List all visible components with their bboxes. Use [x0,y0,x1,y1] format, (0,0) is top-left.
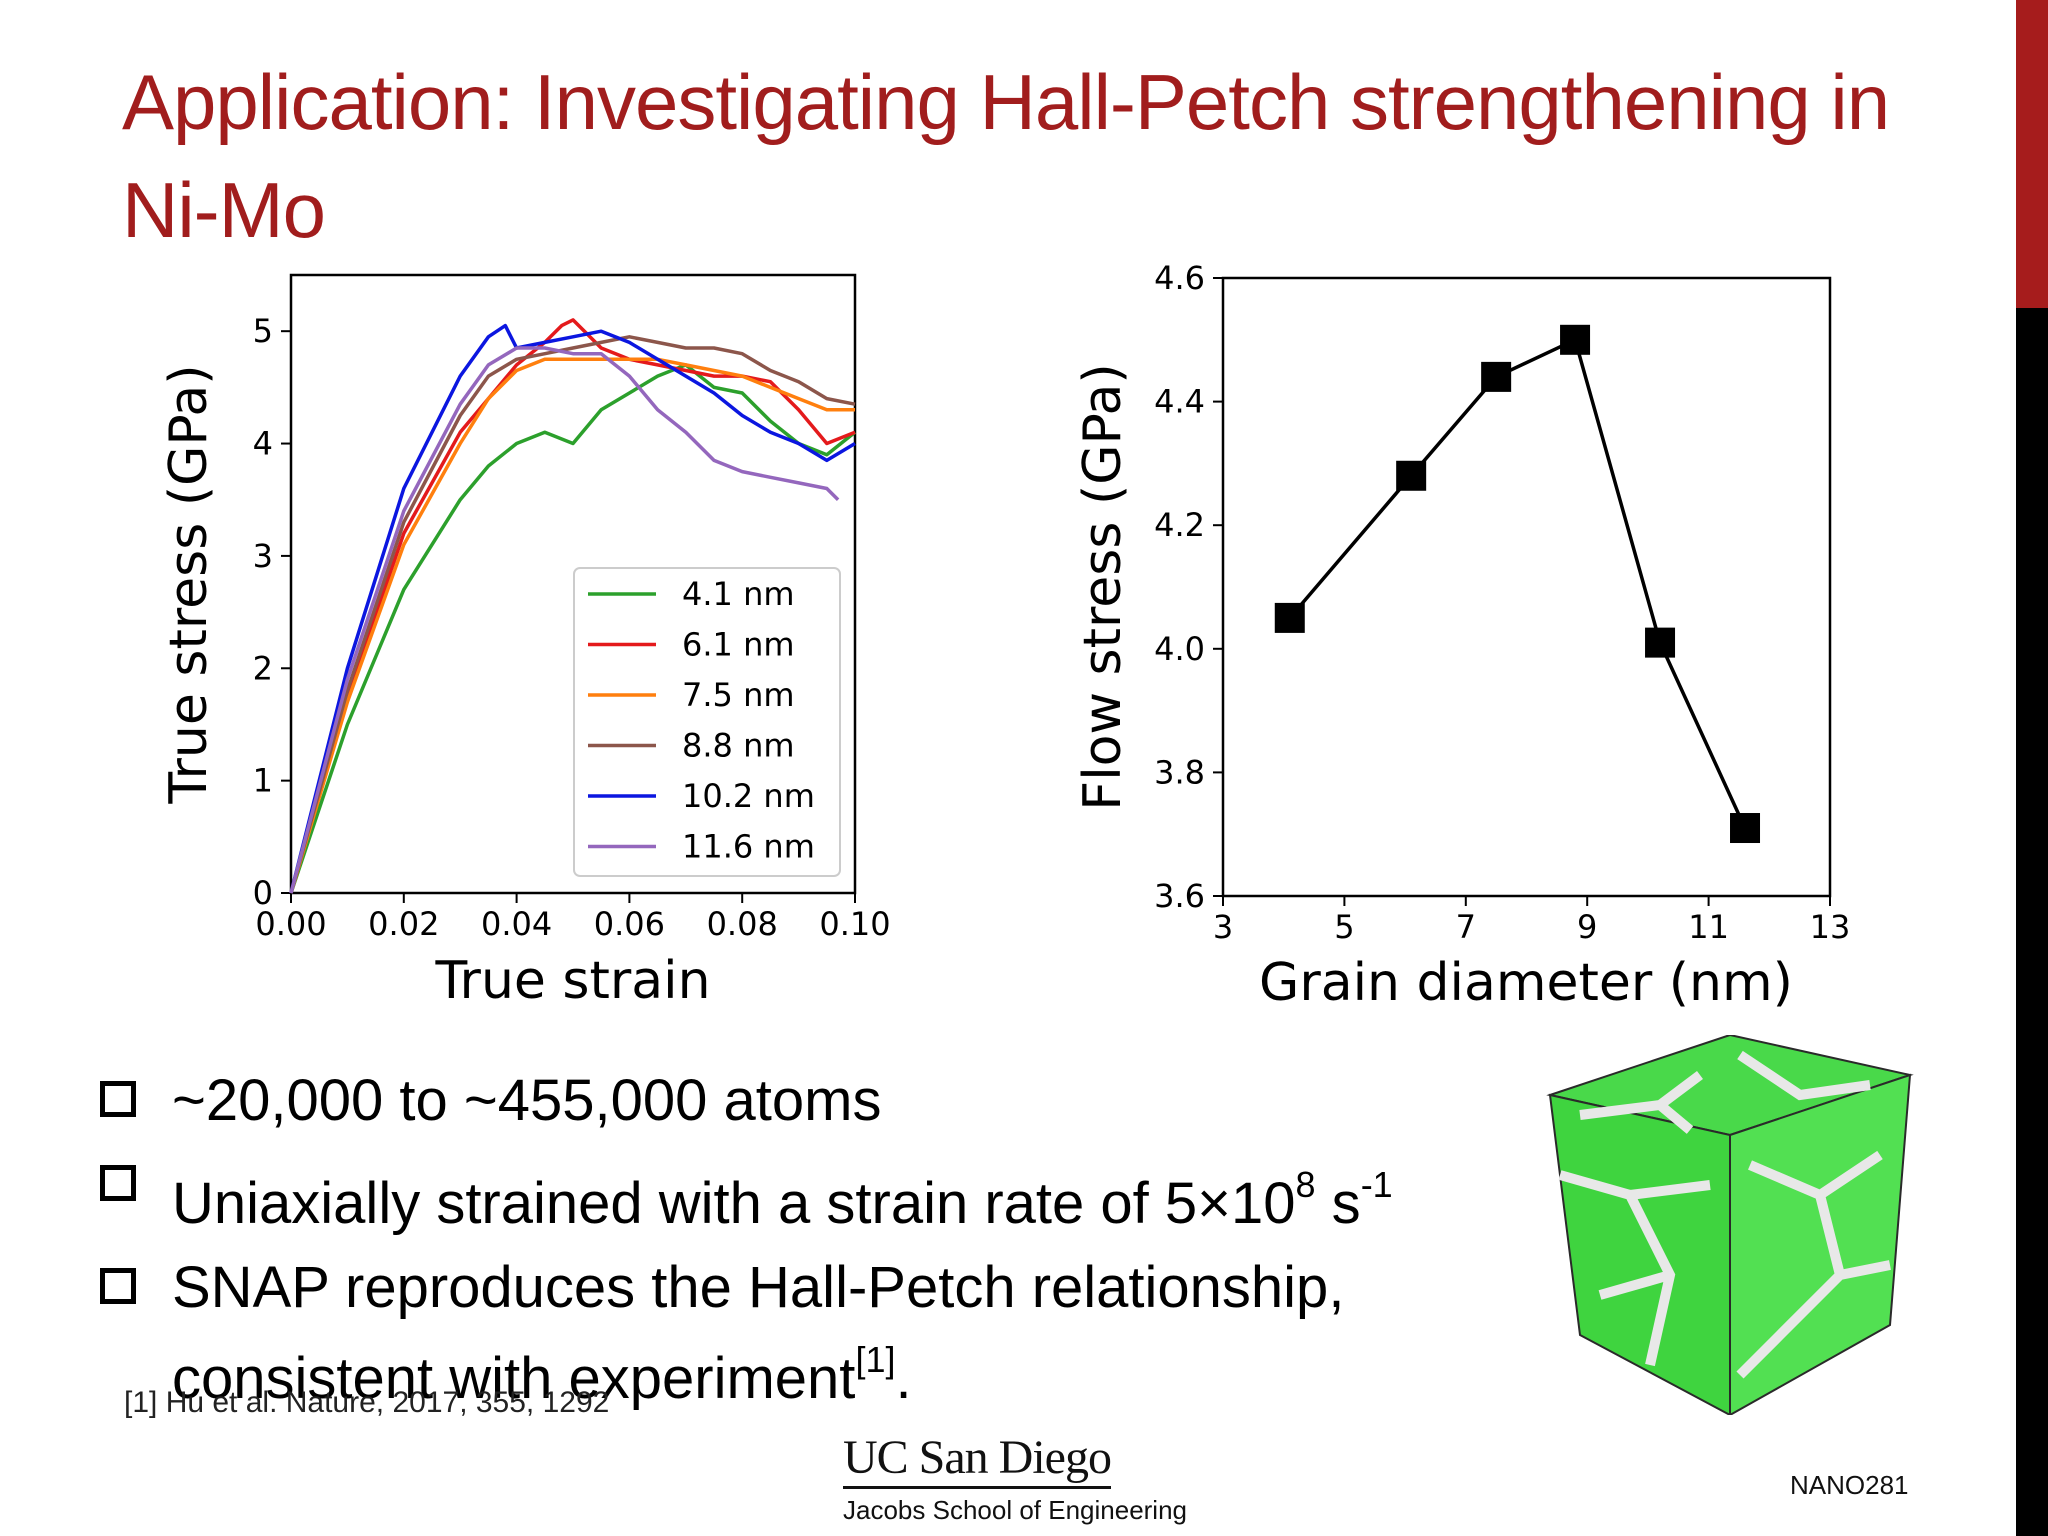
checkbox-bullet-icon [100,1268,136,1304]
x-tick-label: 9 [1577,908,1597,946]
legend-label: 8.8 nm [682,727,795,765]
plot-frame [289,273,857,895]
x-tick-label: 0.08 [707,905,778,943]
x-tick-label: 13 [1810,908,1851,946]
y-tick-label: 4.0 [1154,630,1205,668]
legend-label: 11.6 nm [682,828,815,866]
y-tick-label: 4 [253,425,273,463]
data-marker [1560,324,1591,355]
y-tick-label: 4.2 [1154,506,1205,544]
bullet-text: SNAP reproduces the Hall-Petch relations… [172,1255,1345,1411]
x-axis-label: True strain [434,951,710,1011]
x-tick-label: 0.00 [255,905,326,943]
uc-san-diego-logo: UC San Diego Jacobs School of Engineerin… [843,1432,1187,1526]
series-line [289,335,856,894]
bullet-item: ~20,000 to ~455,000 atoms [96,1065,1516,1137]
x-tick-label: 0.06 [594,905,665,943]
y-tick-label: 3.6 [1154,877,1205,915]
atomistic-cube-image [1546,1035,1914,1415]
y-tick-label: 2 [253,649,273,687]
y-tick-label: 4.6 [1154,259,1205,297]
legend-label: 4.1 nm [682,575,795,613]
series-line [289,346,840,894]
logo-line1: UC San Diego [843,1432,1112,1489]
x-tick-label: 7 [1456,908,1476,946]
y-axis-label: Flow stress (GPa) [1073,363,1133,810]
stress-strain-chart: 0.00 0.02 0.04 0.06 0.08 0.10 0 1 2 3 4 5 True stra… [160,273,891,1011]
x-tick-label: 0.10 [819,905,890,943]
plot-frame [1221,276,1832,898]
bullet-unit-exponent: -1 [1360,1164,1393,1205]
x-axis-label: Grain diameter (nm) [1259,953,1793,1013]
series-line [289,357,855,894]
bullet-end: . [895,1346,912,1411]
x-tick-label: 0.02 [368,905,439,943]
bullet-text: ~20,000 to ~455,000 atoms [172,1068,882,1133]
slide-title: Application: Investigating Hall-Petch st… [122,58,1890,254]
y-tick-label: 1 [253,762,273,800]
data-marker [1645,627,1676,658]
legend: 4.1 nm 6.1 nm 7.5 nm 8.8 nm 10.2 nm 11.6 nm [573,567,841,877]
right-accent-bar [2016,0,2048,1536]
x-tick-label: 3 [1213,908,1233,946]
bullet-item: Uniaxially strained with a strain rate o… [96,1149,1572,1240]
bullet-citation: [1] [855,1339,896,1380]
y-tick-label: 0 [253,874,273,912]
x-tick-label: 0.04 [481,905,552,943]
legend-label: 10.2 nm [682,777,815,815]
y-tick-label: 3 [253,537,273,575]
checkbox-bullet-icon [100,1081,136,1117]
x-tick-label: 11 [1688,908,1729,946]
data-marker [1730,813,1761,844]
data-marker [1396,460,1427,491]
checkbox-bullet-icon [100,1165,136,1201]
bullet-list: ~20,000 to ~455,000 atoms Uniaxially str… [96,1065,1516,1427]
legend-label: 7.5 nm [682,676,795,714]
bullet-text: Uniaxially strained with a strain rate o… [172,1171,1296,1236]
flow-stress-chart: 3 5 7 9 11 13 3.6 3.8 4.0 4.2 4.4 4.6 Grain diamete… [1073,259,1851,1013]
bullet-exponent: 8 [1295,1164,1316,1205]
series-line [289,323,856,894]
logo-line2: Jacobs School of Engineering [843,1495,1188,1525]
y-tick-label: 5 [253,312,273,350]
data-marker [1481,361,1512,392]
footnote: [1] Hu et al. Nature, 2017, 355, 1292 [124,1386,610,1419]
bullet-item: SNAP reproduces the Hall-Petch relations… [96,1252,1572,1415]
x-tick-label: 5 [1334,908,1354,946]
y-axis-label: True stress (GPa) [160,364,219,804]
bullet-unit: s [1315,1171,1361,1236]
series-line [1288,337,1747,829]
y-tick-label: 3.8 [1154,753,1205,791]
legend-label: 6.1 nm [682,626,795,664]
course-code: NANO281 [1790,1470,1909,1500]
y-tick-label: 4.4 [1154,383,1205,421]
series-line [289,318,856,894]
data-marker [1274,602,1305,633]
series-line [289,363,857,894]
